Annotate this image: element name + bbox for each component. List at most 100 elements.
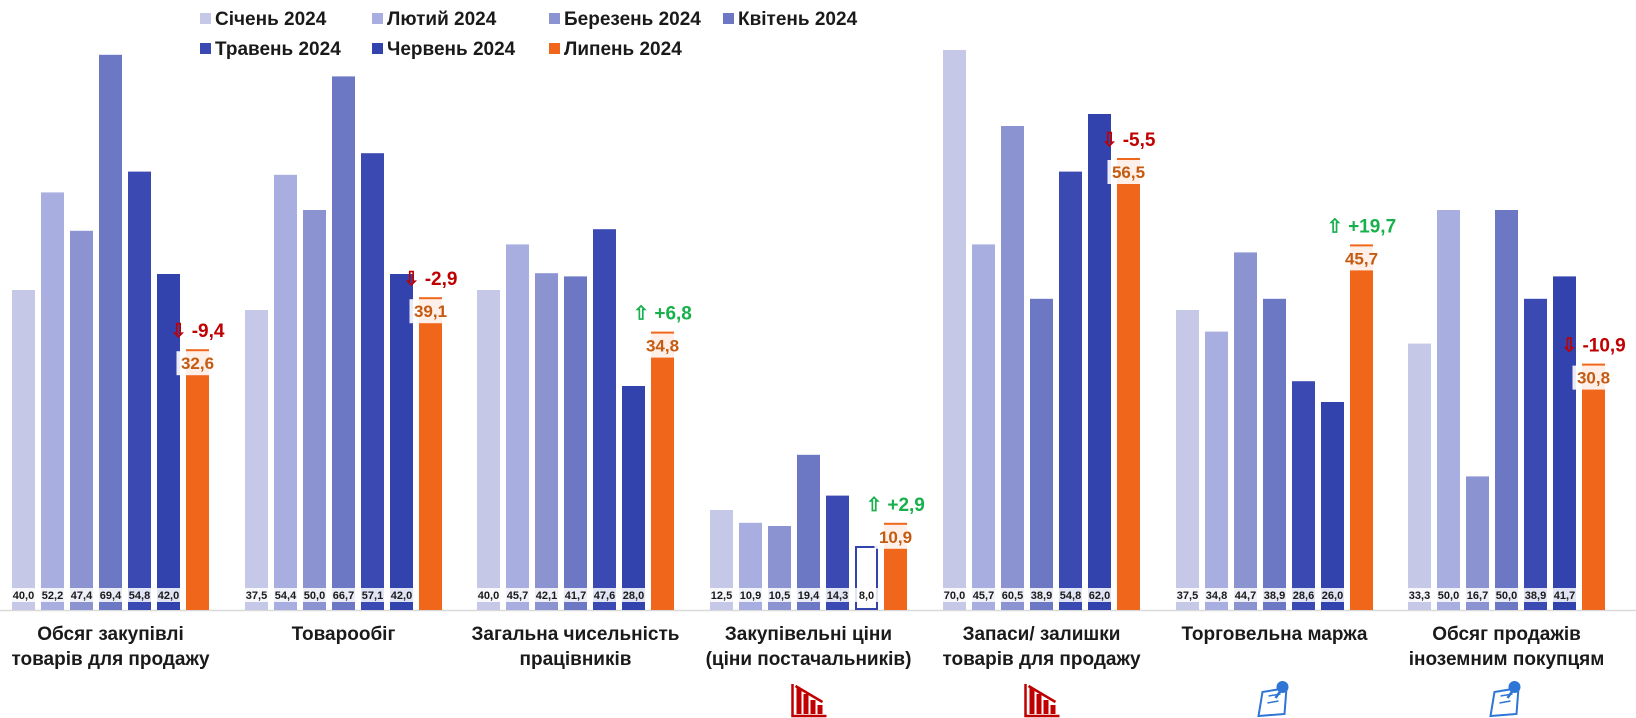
category-label: товарів для продажу <box>942 649 1141 670</box>
value-label-bg <box>176 351 219 376</box>
icon-bar <box>796 688 802 714</box>
value-label-bg <box>99 588 122 602</box>
icon-axis <box>791 684 827 718</box>
bar <box>70 230 93 611</box>
value-label: 54,8 <box>1060 590 1081 602</box>
bar <box>1263 298 1286 610</box>
value-label: 40,0 <box>13 590 34 602</box>
change-label: ⇩ -2,9 <box>404 269 458 290</box>
value-label: 10,5 <box>769 590 790 602</box>
value-label-bg <box>390 588 413 602</box>
value-label-bg <box>245 588 268 602</box>
bar <box>1205 331 1228 610</box>
legend-swatch <box>549 13 560 24</box>
value-label-bg <box>535 588 558 602</box>
bar <box>1234 252 1257 610</box>
bar <box>1553 276 1576 610</box>
icon-axis <box>1024 684 1060 718</box>
value-label: 47,4 <box>71 590 93 602</box>
bar <box>186 349 209 610</box>
icon-bar <box>817 705 823 714</box>
bar <box>332 76 355 610</box>
bar <box>157 274 180 610</box>
value-label-bg <box>1292 588 1315 602</box>
category-label: Загальна чисельність <box>472 624 680 645</box>
value-label: 50,0 <box>304 590 325 602</box>
icon-trend <box>794 684 824 704</box>
bar <box>943 50 966 610</box>
value-label-bg <box>274 588 297 602</box>
value-label: 33,3 <box>1409 590 1430 602</box>
value-label-bg <box>1107 160 1150 184</box>
value-label: 41,7 <box>1554 590 1575 602</box>
legend-label: Липень 2024 <box>564 39 682 60</box>
legend-item: Березень 2024 <box>549 9 701 30</box>
value-label: 40,0 <box>478 590 499 602</box>
value-label: 28,6 <box>1293 590 1314 602</box>
bar <box>419 297 442 610</box>
value-label-bg <box>943 588 966 602</box>
value-label: 42,1 <box>536 590 557 602</box>
value-label: 50,0 <box>1496 590 1517 602</box>
bar <box>1059 171 1082 610</box>
value-label: 28,0 <box>623 590 644 602</box>
category-group: 33,3 50,0 16,7 50,0 38,9 41,7 30,8 ⇩ -10,9 <box>1408 210 1626 610</box>
value-label-bg <box>564 588 587 602</box>
change-label: ⇧ +2,9 <box>866 495 925 516</box>
bar <box>506 244 529 610</box>
value-label: 41,7 <box>565 590 586 602</box>
icon-bar <box>810 700 816 714</box>
value-label-bg <box>855 588 878 602</box>
bar <box>303 210 326 610</box>
bar <box>710 510 733 610</box>
value-label: 47,6 <box>594 590 615 602</box>
legend-swatch <box>723 13 734 24</box>
category-label: Обсяг закупівлі <box>37 624 183 645</box>
bar <box>1001 126 1024 610</box>
value-label: 37,5 <box>246 590 267 602</box>
value-label-bg <box>622 588 645 602</box>
legend-item: Липень 2024 <box>549 39 682 60</box>
value-label: 34,8 <box>646 337 679 356</box>
value-label-bg <box>739 588 762 602</box>
legend-item: Травень 2024 <box>200 39 341 60</box>
icon-pin-needle <box>1506 690 1514 699</box>
bar <box>593 229 616 610</box>
value-label: 12,5 <box>711 590 732 602</box>
value-label: 69,4 <box>100 590 122 602</box>
category-label: (ціни постачальників) <box>706 649 912 670</box>
category-group: 12,5 10,9 10,5 19,4 14,3 8,0 10,9 ⇧ +2,9 <box>710 454 925 610</box>
legend-swatch <box>549 43 560 54</box>
bar <box>1176 310 1199 610</box>
legend-label: Квітень 2024 <box>738 9 858 30</box>
bar <box>535 273 558 610</box>
legend-label: Березень 2024 <box>564 9 701 30</box>
value-label-bg <box>1088 588 1111 602</box>
value-label-bg <box>1495 588 1518 602</box>
value-label-bg <box>1263 588 1286 602</box>
bar <box>41 192 64 610</box>
value-label-bg <box>1321 588 1344 602</box>
value-label-bg <box>157 588 180 602</box>
icon-bar <box>1043 700 1049 714</box>
legend-item: Лютий 2024 <box>372 9 497 30</box>
value-label: 50,0 <box>1438 590 1459 602</box>
value-label-bg <box>41 588 64 602</box>
value-label: 62,0 <box>1089 590 1110 602</box>
change-label: ⇧ +6,8 <box>633 304 692 325</box>
bar <box>1321 402 1344 610</box>
value-label: 10,9 <box>740 590 761 602</box>
value-label-bg <box>506 588 529 602</box>
value-label: 30,8 <box>1577 369 1610 388</box>
bar <box>1466 476 1489 610</box>
bar <box>477 290 500 610</box>
value-label: 32,6 <box>181 354 214 373</box>
category-group: 70,0 45,7 60,5 38,9 54,8 62,0 56,5 ⇩ -5,5 <box>943 50 1156 610</box>
category-label: Закупівельні ціни <box>725 624 892 645</box>
legend-label: Лютий 2024 <box>387 9 497 30</box>
value-label: 38,9 <box>1264 590 1285 602</box>
legend-item: Червень 2024 <box>372 39 516 60</box>
value-label: 8,0 <box>859 590 874 602</box>
value-label: 26,0 <box>1322 590 1343 602</box>
legend-item: Січень 2024 <box>200 9 327 30</box>
